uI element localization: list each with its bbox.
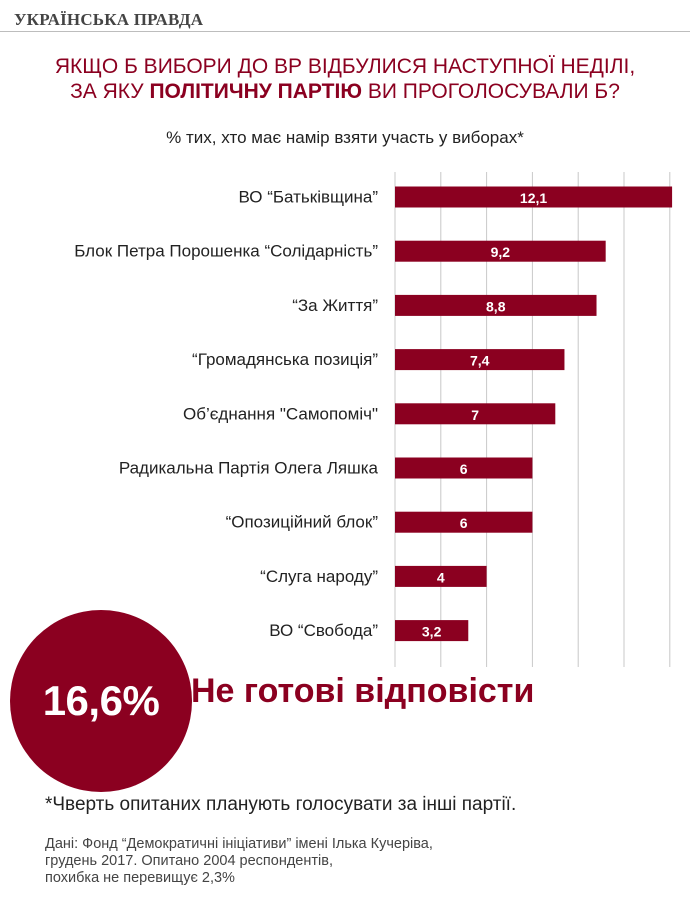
chart-title-line-2: ЗА ЯКУ ПОЛІТИЧНУ ПАРТІЮ ВИ ПРОГОЛОСУВАЛИ…: [0, 79, 690, 104]
category-label: “Опозиційний блок”: [226, 513, 379, 532]
bar: [395, 565, 487, 587]
title-text-post: ВИ ПРОГОЛОСУВАЛИ Б?: [361, 80, 620, 103]
category-label: Радикальна Партія Олега Ляшка: [119, 459, 379, 478]
bar: [395, 294, 597, 316]
bar: [395, 457, 533, 479]
bar-value-label: 3,2: [422, 624, 442, 640]
title-text-emphasis: ПОЛІТИЧНУ ПАРТІЮ: [149, 80, 362, 103]
chart-title: ЯКЩО Б ВИБОРИ ДО ВР ВІДБУЛИСЯ НАСТУПНОЇ …: [0, 54, 690, 104]
source-line-2: грудень 2017. Опитано 2004 респондентів,: [45, 853, 333, 869]
category-label: “Слуга народу”: [260, 567, 378, 586]
source-note: Дані: Фонд “Демократичні ініціативи” іме…: [45, 836, 565, 887]
source-line-1: Дані: Фонд “Демократичні ініціативи” іме…: [45, 836, 433, 852]
category-label: ВО “Свобода”: [269, 621, 378, 640]
bar-chart: ВО “Батьківщина” 12,1 Блок Петра Порошенка…: [74, 172, 673, 667]
category-label: ВО “Батьківщина”: [239, 188, 379, 207]
bar: [395, 620, 469, 642]
source-line-3: похибка не перевищує 2,3%: [45, 870, 235, 886]
bar-value-label: 8,8: [486, 298, 506, 314]
bar-value-label: 7,4: [470, 353, 490, 369]
category-label: Об’єднання "Самопоміч": [183, 404, 378, 423]
bar-value-label: 12,1: [520, 190, 547, 206]
highlight-percent: 16,6%: [42, 677, 160, 724]
bar: [395, 240, 606, 262]
footnote: *Чверть опитаних планують голосувати за …: [45, 794, 517, 815]
chart-subtitle: % тих, хто має намір взяти участь у вибо…: [166, 128, 524, 147]
highlight-label: Не готові відповісти: [191, 672, 535, 710]
bar: [395, 186, 673, 208]
chart-title-line-1: ЯКЩО Б ВИБОРИ ДО ВР ВІДБУЛИСЯ НАСТУПНОЇ …: [54, 55, 636, 78]
category-label: “Громадянська позиція”: [192, 350, 378, 369]
header-divider: [0, 31, 690, 32]
bar-value-label: 6: [460, 461, 468, 477]
bar-value-label: 7: [471, 407, 479, 423]
bar-value-label: 6: [460, 515, 468, 531]
bar-value-label: 9,2: [491, 244, 511, 260]
bar: [395, 511, 533, 533]
bar: [395, 403, 556, 425]
title-text-pre: ЗА ЯКУ: [70, 80, 150, 103]
bar-value-label: 4: [437, 569, 445, 585]
category-label: Блок Петра Порошенка “Солідарність”: [74, 242, 378, 261]
publication-logo: УКРАЇНСЬКА ПРАВДА: [14, 10, 204, 29]
highlight-circle: 16,6%: [10, 610, 192, 792]
bar: [395, 349, 565, 371]
category-label: “За Життя”: [292, 296, 378, 315]
